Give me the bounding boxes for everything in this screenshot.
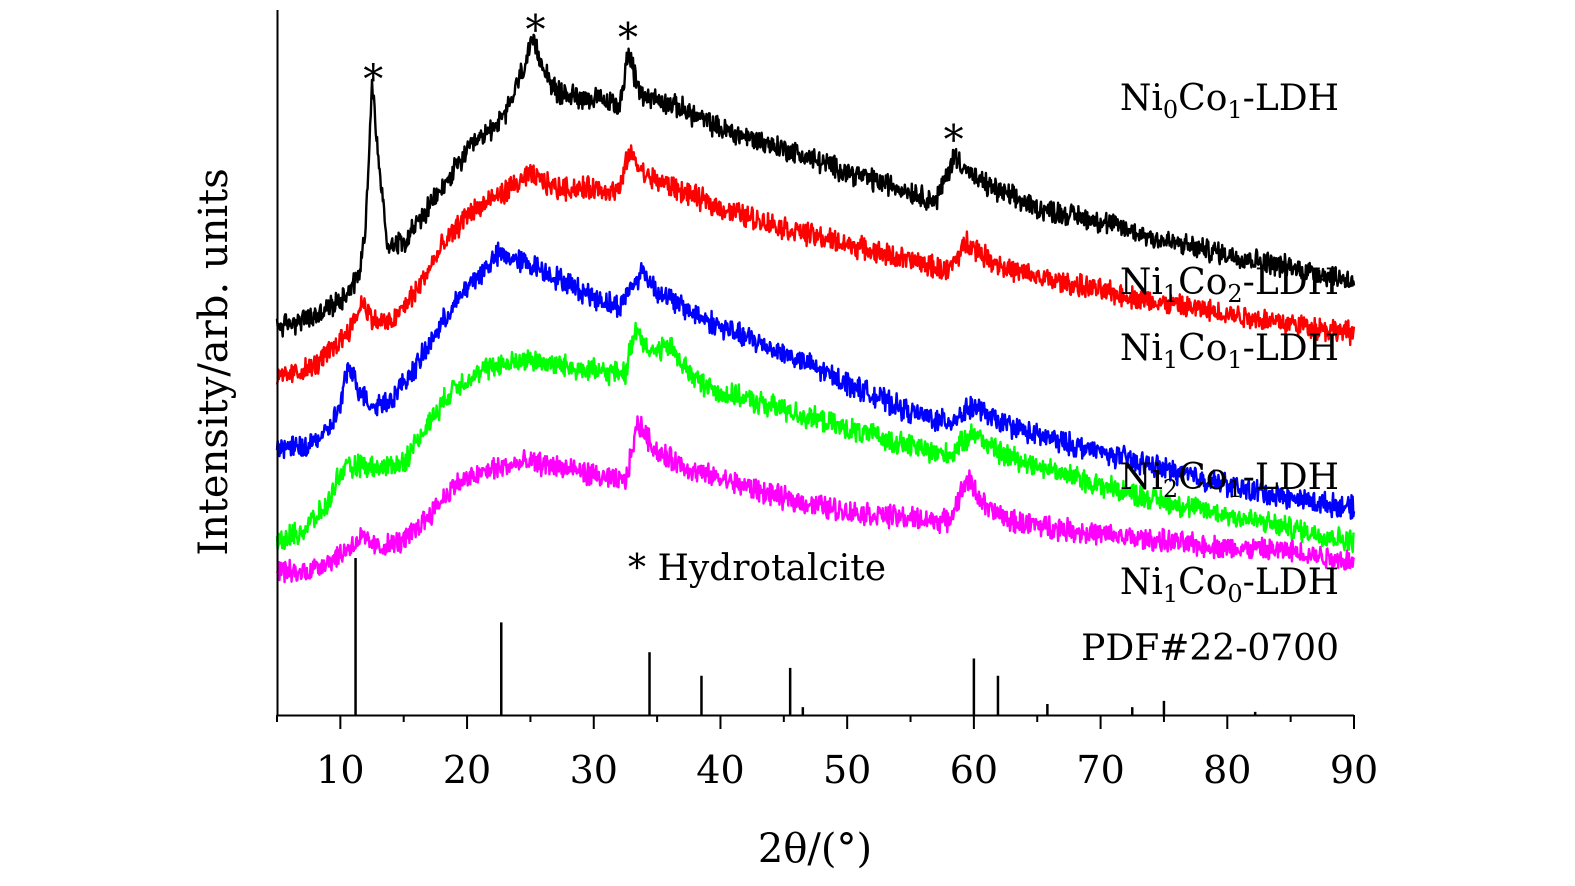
x-tick-label: 60 (950, 748, 998, 792)
series-label-Ni1Co1-LDH: Ni1Co1-LDH (1120, 328, 1339, 374)
reference-pattern (354, 558, 1257, 715)
x-tick-label: 90 (1330, 748, 1378, 792)
x-ticks: 10 20 30 40 50 60 70 80 90 (276, 715, 1378, 792)
peak-star-2: * (618, 16, 638, 62)
series-label-Ni1Co2-LDH: Ni1Co2-LDH (1120, 262, 1339, 308)
peak-star-3: * (944, 117, 964, 163)
x-tick-label: 30 (570, 748, 618, 792)
x-tick-label: 40 (696, 748, 744, 792)
series-line-Ni1Co0-LDH (275, 415, 1356, 584)
hydrotalcite-annotation: * Hydrotalcite (628, 548, 886, 589)
series-label-Ni1Co0-LDH: Ni1Co0-LDH (1120, 562, 1339, 608)
x-tick-label: 20 (443, 748, 491, 792)
axes (276, 10, 1354, 717)
x-axis-title: 2θ/(°) (758, 826, 872, 872)
peak-markers: * * * * (363, 8, 963, 164)
series-layer (275, 33, 1356, 584)
series-line-Ni2Co1-LDH (275, 321, 1356, 554)
series-label-Ni2Co1-LDH: Ni2Co1-LDH (1120, 457, 1339, 503)
series-line-Ni1Co1-LDH (275, 241, 1356, 520)
series-label-Ni0Co1-LDH: Ni0Co1-LDH (1120, 78, 1339, 124)
x-tick-label: 50 (823, 748, 871, 792)
y-axis-title: Intensity/arb. units (191, 168, 237, 555)
series-labels: Ni0Co1-LDH Ni1Co2-LDH Ni1Co1-LDH Ni2Co1-LDH… (1120, 78, 1339, 608)
x-tick-label: 10 (316, 748, 364, 792)
reference-label: PDF#22-0700 (1081, 628, 1339, 669)
peak-star-0: * (363, 57, 383, 103)
x-tick-label: 70 (1076, 748, 1124, 792)
series-line-Ni1Co2-LDH (275, 144, 1356, 385)
series-line-Ni0Co1-LDH (275, 33, 1356, 338)
x-tick-label: 80 (1203, 748, 1251, 792)
peak-star-1: * (525, 8, 545, 54)
